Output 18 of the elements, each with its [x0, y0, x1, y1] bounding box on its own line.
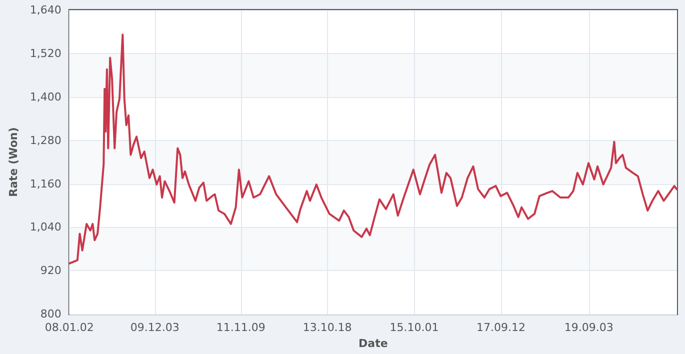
- y-tick-label: 1,040: [30, 220, 62, 234]
- x-tick-label: 15.10.01: [390, 321, 439, 334]
- y-axis-title: Rate (Won): [7, 127, 20, 197]
- x-axis-title: Date: [358, 337, 388, 350]
- line-series: [68, 34, 678, 264]
- y-tick-label: 1,640: [30, 4, 62, 16]
- y-tick-label: 920: [40, 264, 62, 278]
- x-tick-label: 17.09.12: [476, 321, 526, 334]
- x-tick-label: 13.10.18: [302, 321, 352, 334]
- x-tick-label: 08.01.02: [44, 321, 94, 334]
- y-tick-label: 1,520: [30, 46, 62, 60]
- y-tick-label: 1,160: [30, 177, 62, 190]
- y-tick-label: 1,280: [30, 134, 62, 147]
- x-tick-label: 09.12.03: [130, 321, 180, 334]
- y-tick-label: 800: [40, 308, 62, 321]
- x-tick-label: 19.09.03: [564, 321, 614, 334]
- x-tick-label: 11.11.09: [216, 321, 266, 334]
- y-tick-label: 1,400: [30, 90, 62, 104]
